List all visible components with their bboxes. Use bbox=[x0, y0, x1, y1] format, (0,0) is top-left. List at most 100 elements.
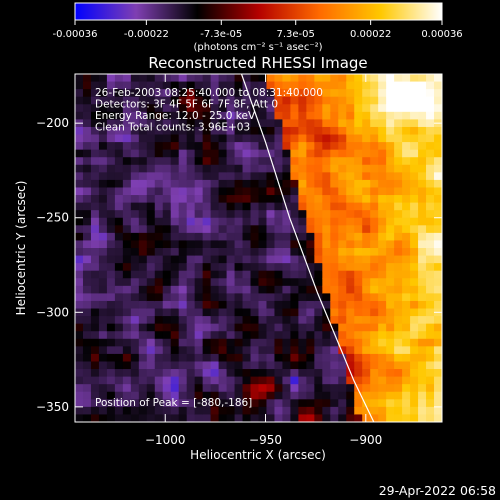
axes: −1000 −950 −900−200−250−300−350 bbox=[36, 74, 442, 447]
heatmap-cell bbox=[330, 414, 339, 422]
heatmap-cell bbox=[146, 187, 156, 196]
heatmap-cell bbox=[138, 308, 148, 317]
heatmap-cell bbox=[122, 308, 132, 317]
heatmap-cell bbox=[210, 316, 220, 325]
heatmap-cell bbox=[82, 414, 92, 422]
heatmap-cell bbox=[130, 210, 140, 219]
heatmap-cell bbox=[370, 384, 379, 393]
heatmap-cell bbox=[362, 179, 371, 189]
heatmap-cell bbox=[234, 376, 244, 385]
heatmap-cell bbox=[250, 104, 260, 113]
heatmap-cell bbox=[274, 300, 284, 310]
heatmap-cell bbox=[210, 331, 220, 340]
heatmap-cell bbox=[322, 278, 331, 287]
heatmap-cell bbox=[162, 96, 172, 105]
heatmap-cell bbox=[226, 248, 236, 257]
heatmap-cell bbox=[106, 406, 116, 416]
heatmap-cell bbox=[386, 74, 395, 83]
heatmap-cell bbox=[354, 391, 363, 400]
heatmap-cell bbox=[322, 248, 331, 257]
heatmap-cell bbox=[146, 195, 156, 204]
heatmap-cell bbox=[306, 126, 315, 136]
heatmap-cell bbox=[202, 134, 212, 143]
heatmap-cell bbox=[146, 81, 156, 90]
heatmap-cell bbox=[282, 316, 292, 325]
heatmap-cell bbox=[258, 255, 268, 264]
heatmap-cell bbox=[362, 126, 371, 136]
heatmap-cell bbox=[282, 399, 292, 408]
heatmap-cell bbox=[250, 399, 260, 408]
heatmap-cell bbox=[194, 96, 204, 105]
heatmap-cell bbox=[418, 353, 427, 363]
heatmap-cell bbox=[202, 217, 212, 226]
heatmap-cell bbox=[426, 195, 435, 204]
heatmap-cell bbox=[434, 74, 442, 83]
heatmap-cell bbox=[242, 263, 252, 272]
heatmap-cell bbox=[250, 361, 260, 370]
heatmap-cell bbox=[90, 399, 100, 408]
heatmap-cell bbox=[290, 187, 299, 196]
heatmap-cell bbox=[314, 353, 323, 363]
heatmap-cell bbox=[354, 149, 363, 158]
heatmap-cell bbox=[314, 157, 323, 166]
heatmap-cell bbox=[178, 293, 188, 302]
heatmap-cell bbox=[122, 217, 132, 226]
heatmap-cell bbox=[306, 308, 315, 317]
heatmap-cell bbox=[202, 278, 212, 287]
heatmap-cell bbox=[218, 210, 228, 219]
heatmap-cell bbox=[330, 217, 339, 226]
heatmap-cell bbox=[250, 248, 260, 257]
heatmap-cell bbox=[426, 353, 435, 363]
heatmap-cell bbox=[290, 157, 299, 166]
heatmap-cell bbox=[186, 164, 196, 173]
heatmap-cell bbox=[394, 164, 403, 173]
heatmap-cell bbox=[346, 104, 355, 113]
heatmap-cell bbox=[146, 240, 156, 249]
heatmap-cell bbox=[314, 263, 323, 272]
heatmap-cell bbox=[258, 384, 268, 393]
heatmap-cell bbox=[210, 210, 220, 219]
heatmap-cell bbox=[386, 126, 395, 136]
heatmap-cell bbox=[434, 369, 442, 378]
heatmap-cell bbox=[154, 248, 164, 257]
heatmap-cell bbox=[410, 308, 419, 317]
heatmap-cell bbox=[170, 104, 180, 113]
heatmap-cell bbox=[322, 81, 331, 90]
heatmap-cell bbox=[354, 338, 363, 347]
heatmap-cell bbox=[394, 369, 403, 378]
heatmap-cell bbox=[426, 270, 435, 279]
heatmap-cell bbox=[378, 149, 387, 158]
heatmap-cell bbox=[146, 134, 156, 143]
heatmap-cell bbox=[410, 187, 419, 196]
heatmap-cell bbox=[258, 81, 268, 90]
heatmap-cell bbox=[314, 172, 323, 181]
heatmap-cell bbox=[266, 248, 276, 257]
heatmap-cell bbox=[250, 126, 260, 136]
heatmap-cell bbox=[290, 104, 299, 113]
heatmap-cell bbox=[82, 240, 92, 249]
heatmap-cell bbox=[98, 89, 108, 98]
heatmap-cell bbox=[242, 338, 252, 347]
heatmap-cell bbox=[130, 376, 140, 385]
heatmap-cell bbox=[266, 406, 276, 416]
heatmap-cell bbox=[178, 338, 188, 347]
heatmap-cell bbox=[242, 126, 252, 136]
heatmap-cell bbox=[322, 126, 331, 136]
heatmap-cell bbox=[282, 119, 292, 128]
heatmap-cell bbox=[234, 74, 244, 83]
heatmap-cell bbox=[298, 225, 307, 234]
heatmap-cell bbox=[338, 308, 347, 317]
heatmap-cell bbox=[250, 369, 260, 378]
heatmap-cell bbox=[90, 195, 100, 204]
heatmap-cell bbox=[90, 164, 100, 173]
heatmap-cell bbox=[114, 270, 124, 279]
heatmap-cell bbox=[290, 119, 299, 128]
heatmap-cell bbox=[202, 81, 212, 90]
heatmap-cell bbox=[90, 384, 100, 393]
heatmap-cell bbox=[306, 353, 315, 363]
heatmap-cell bbox=[186, 384, 196, 393]
heatmap-cell bbox=[378, 406, 387, 416]
heatmap-cell bbox=[402, 316, 411, 325]
heatmap-cell bbox=[354, 353, 363, 363]
heatmap-cell bbox=[114, 300, 124, 310]
